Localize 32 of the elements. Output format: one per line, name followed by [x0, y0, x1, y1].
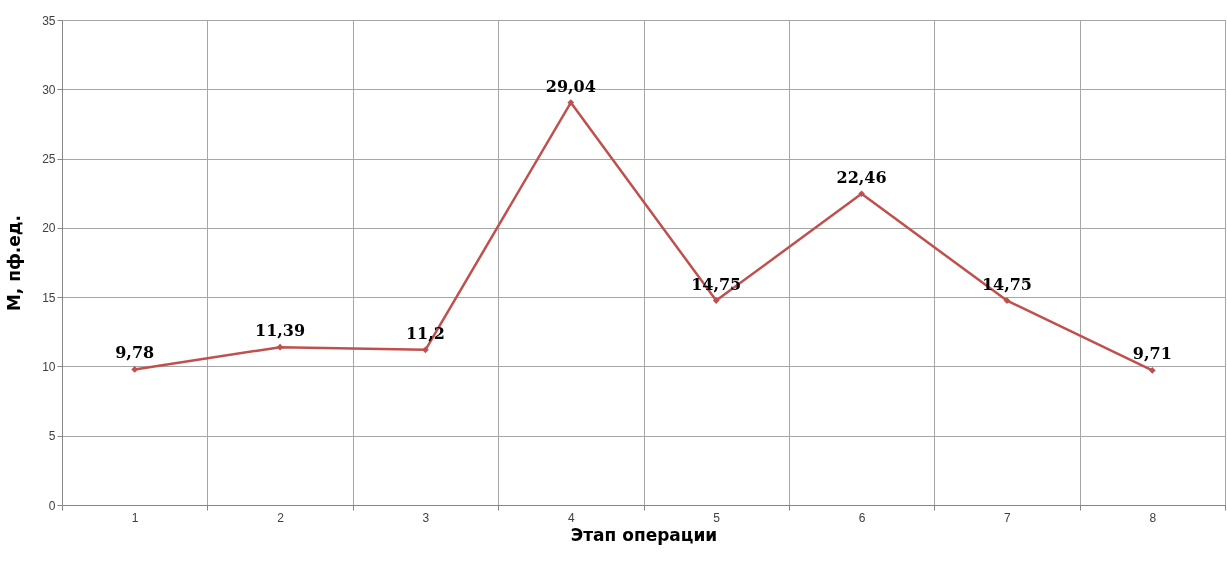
- x-tick-label: 8: [1149, 510, 1157, 525]
- y-axis-title: M, пф.ед.: [4, 214, 25, 312]
- data-label: 11,39: [255, 321, 306, 341]
- point: [858, 190, 865, 198]
- x-tick-label: 2: [277, 510, 285, 525]
- y-tick-label: 25: [42, 152, 56, 167]
- y-tick-label: 5: [48, 429, 56, 444]
- x-tick-label: 3: [422, 510, 430, 525]
- x-tick-label: 7: [1004, 510, 1012, 525]
- point: [1148, 367, 1156, 374]
- y-tick-label: 10: [42, 359, 56, 374]
- data-label: 22,46: [836, 167, 887, 187]
- point: [567, 99, 575, 106]
- data-label: 9,71: [1132, 344, 1172, 364]
- y-tick-label: 20: [42, 221, 56, 236]
- y-tick-label: 15: [42, 290, 56, 305]
- data-label: 29,04: [545, 76, 596, 96]
- point: [1003, 297, 1011, 304]
- point: [422, 346, 429, 354]
- point: [131, 366, 139, 373]
- data-label: 9,78: [115, 343, 155, 363]
- y-tick-label: 30: [42, 82, 56, 97]
- x-tick-label: 5: [713, 510, 721, 525]
- data-label: 14,75: [981, 274, 1032, 294]
- y-tick-label: 0: [48, 498, 56, 513]
- point: [712, 297, 720, 304]
- x-tick-label: 1: [131, 510, 139, 525]
- x-tick-label: 6: [858, 510, 866, 525]
- point: [276, 343, 284, 351]
- y-tick-label: 35: [42, 13, 56, 28]
- x-tick-label: 4: [567, 510, 575, 525]
- x-axis-title: Этап операции: [570, 524, 718, 545]
